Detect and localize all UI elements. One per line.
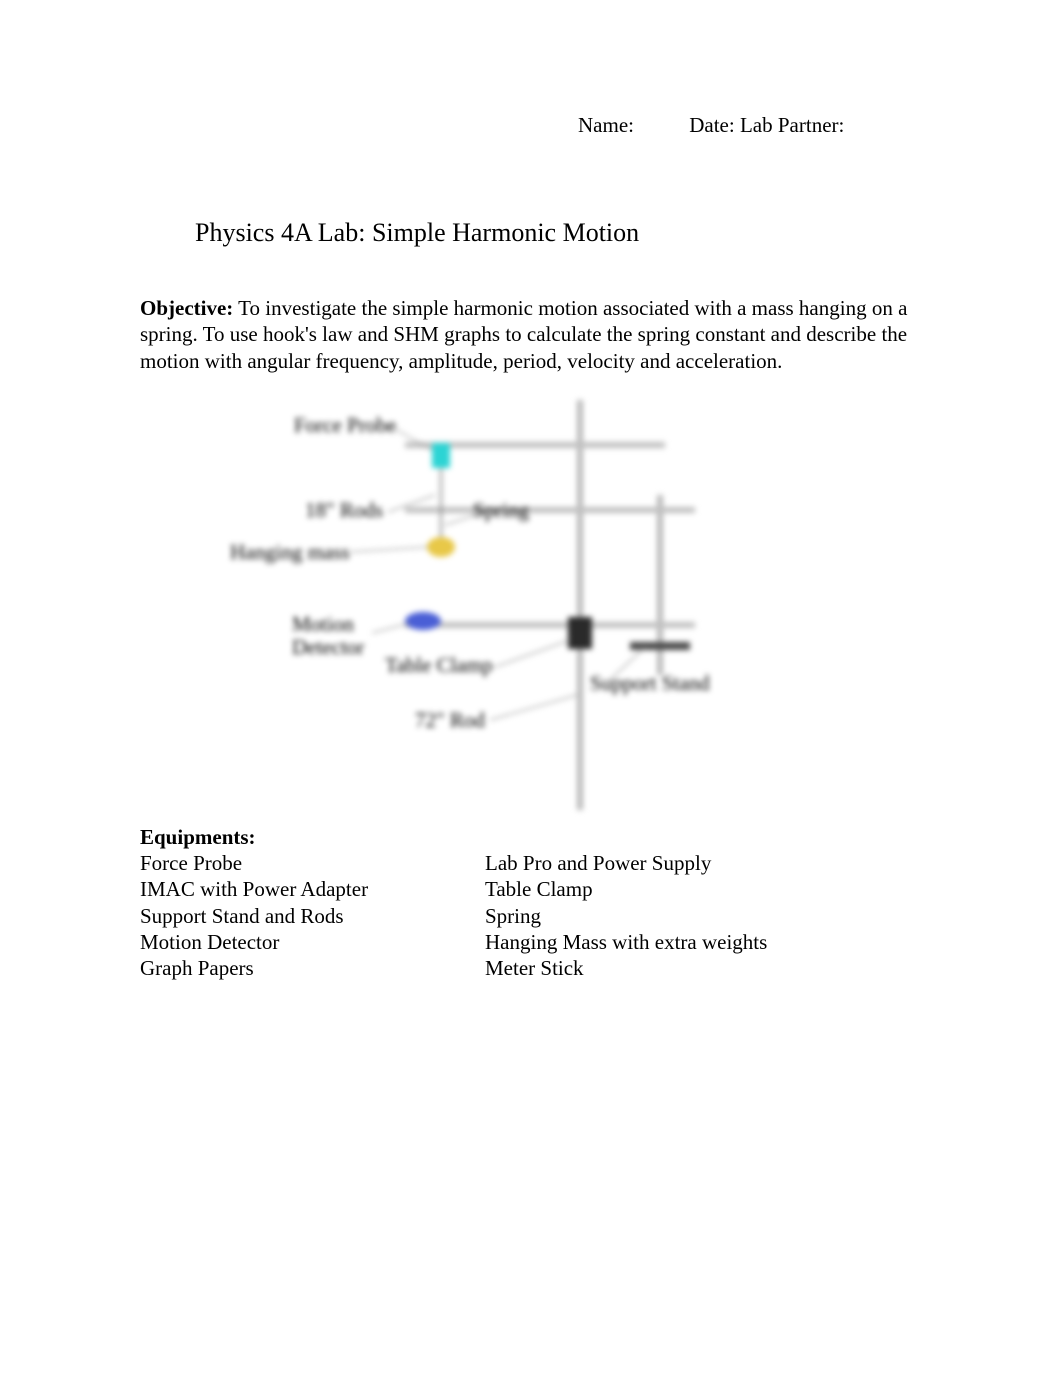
equipments-right-column: Lab Pro and Power Supply Table Clamp Spr… (485, 850, 920, 981)
equipment-item: Spring (485, 903, 920, 929)
label-spring: Spring (473, 498, 529, 523)
pointer-hanging-mass (350, 547, 428, 552)
motion-detector-icon (405, 612, 441, 630)
mid-horizontal-rod (405, 507, 695, 513)
apparatus-diagram: Force Probe 18" Rods Spring Hanging mass… (140, 395, 920, 815)
equipment-item: Table Clamp (485, 876, 920, 902)
objective-text: To investigate the simple harmonic motio… (140, 296, 907, 373)
equipment-item: Graph Papers (140, 955, 485, 981)
label-72-rod: 72" Rod (415, 708, 485, 733)
name-label: Name: (540, 112, 634, 138)
equipment-item: Hanging Mass with extra weights (485, 929, 920, 955)
date-label: Date: (639, 112, 734, 138)
page-title: Physics 4A Lab: Simple Harmonic Motion (195, 218, 639, 248)
equipment-item: Support Stand and Rods (140, 903, 485, 929)
label-support-stand: Support Stand (590, 671, 710, 696)
label-motion-detector-1: Motion (292, 612, 354, 637)
equipment-item: Meter Stick (485, 955, 920, 981)
label-motion-detector-2: Detector (292, 635, 364, 660)
pointer-72-rod (490, 695, 577, 720)
equipment-item: Motion Detector (140, 929, 485, 955)
partner-label: Lab Partner: (740, 112, 844, 138)
objective-section: Objective: To investigate the simple har… (140, 295, 920, 374)
equipments-left-column: Force Probe IMAC with Power Adapter Supp… (140, 850, 485, 981)
label-force-probe: Force Probe (294, 413, 396, 438)
equipments-section: Equipments: Force Probe IMAC with Power … (140, 825, 920, 981)
label-hanging-mass: Hanging mass (230, 540, 350, 565)
objective-label: Objective: (140, 296, 233, 320)
pointer-motion-detector (372, 623, 410, 633)
main-vertical-rod (577, 400, 583, 810)
label-18-rods: 18" Rods (305, 498, 383, 523)
label-table-clamp: Table Clamp (385, 653, 493, 678)
diagram-svg (140, 395, 920, 815)
pointer-table-clamp (495, 640, 570, 667)
equipment-item: IMAC with Power Adapter (140, 876, 485, 902)
equipment-item: Lab Pro and Power Supply (485, 850, 920, 876)
header-info: Name: Date: Lab Partner: (540, 112, 844, 138)
hanging-mass-icon (427, 537, 455, 557)
support-stand-base (630, 642, 690, 650)
equipment-item: Force Probe (140, 850, 485, 876)
table-clamp-icon (568, 617, 592, 649)
force-probe-icon (432, 443, 450, 468)
lower-horizontal-rod (405, 622, 695, 628)
equipments-label: Equipments: (140, 825, 920, 850)
